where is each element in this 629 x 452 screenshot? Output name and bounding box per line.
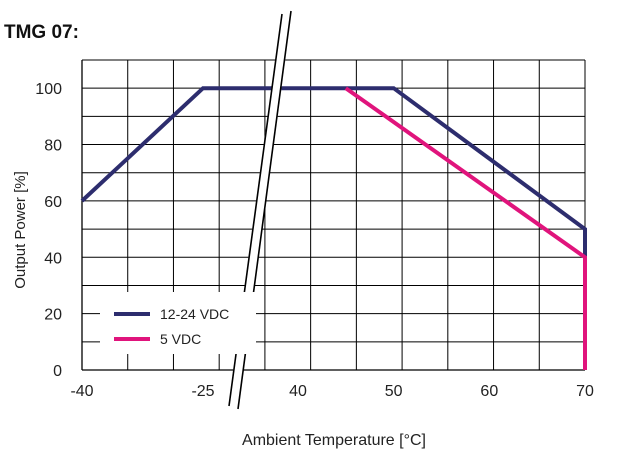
x-tick-label: 60	[480, 383, 498, 400]
chart-title: TMG 07:	[4, 22, 79, 43]
series-layer	[80, 86, 587, 370]
y-tick-label: 80	[44, 138, 62, 155]
legend-box	[100, 292, 256, 354]
x-tick-label: 70	[576, 383, 594, 400]
y-tick-label: 20	[44, 307, 62, 324]
x-tick-label: -40	[70, 383, 93, 400]
y-axis-label: Output Power [%]	[12, 171, 29, 289]
y-tick-label: 0	[53, 363, 62, 380]
y-tick-label: 60	[44, 194, 62, 211]
x-tick-label: -25	[191, 383, 214, 400]
legend-label: 12-24 VDC	[160, 306, 229, 322]
y-tick-label: 40	[44, 250, 62, 267]
legend: 12-24 VDC 5 VDC	[100, 292, 256, 354]
x-axis-label: Ambient Temperature [°C]	[242, 432, 426, 449]
labels: TMG 07: Ambient Temperature [°C] Output …	[4, 22, 426, 449]
legend-label: 5 VDC	[160, 331, 201, 347]
series-line-2	[344, 86, 587, 370]
x-tick-label: 50	[385, 383, 403, 400]
x-tick-label: 40	[289, 383, 307, 400]
axes: 0 20 40 60 80 100 -40 -25 40 50 60 70	[35, 60, 594, 400]
y-tick-label: 100	[35, 81, 62, 98]
